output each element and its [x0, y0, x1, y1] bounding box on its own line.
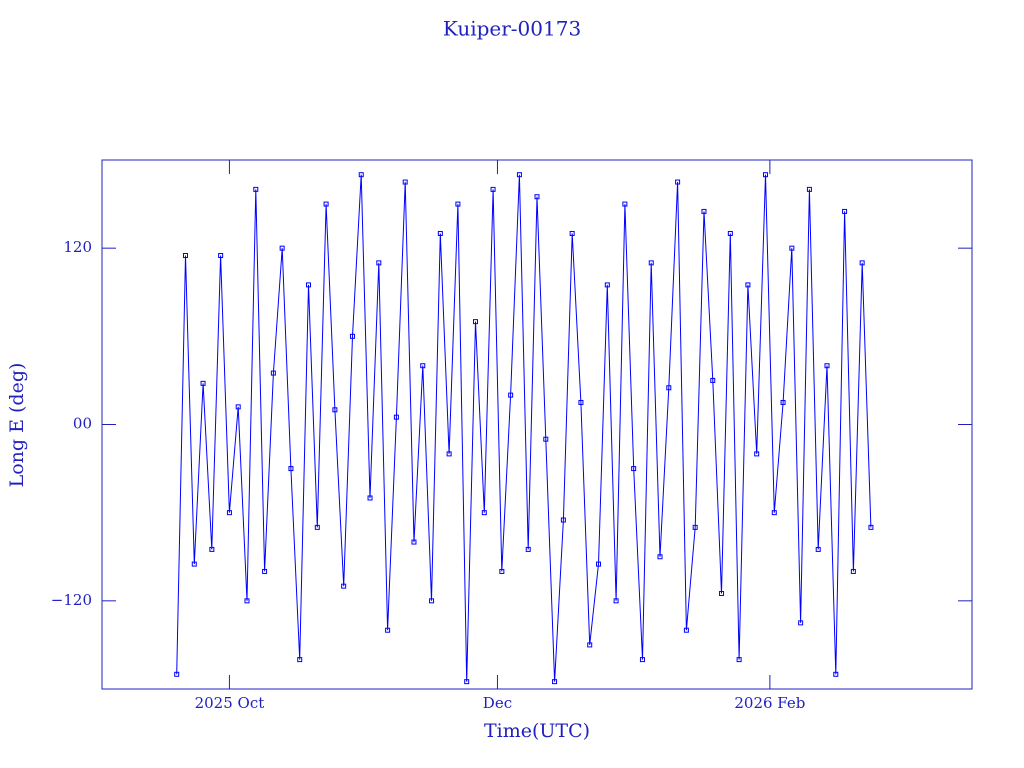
- data-point: [525, 546, 531, 552]
- data-point: [692, 524, 698, 530]
- data-point: [218, 253, 224, 259]
- data-point: [393, 414, 399, 420]
- data-point: [341, 583, 347, 589]
- data-point: [499, 568, 505, 574]
- data-point: [209, 546, 215, 552]
- data-point: [226, 510, 232, 516]
- data-point: [613, 598, 619, 604]
- y-tick-label: 00: [73, 415, 92, 433]
- data-point: [754, 451, 760, 457]
- data-point: [815, 546, 821, 552]
- data-point: [279, 245, 285, 251]
- y-tick-label: −120: [51, 591, 92, 609]
- data-point: [833, 671, 839, 677]
- data-point: [323, 201, 329, 207]
- series-line: [176, 174, 872, 682]
- data-point: [420, 363, 426, 369]
- data-point: [332, 407, 338, 413]
- data-point: [446, 451, 452, 457]
- data-point: [411, 539, 417, 545]
- y-axis-label: Long E (deg): [6, 363, 28, 488]
- data-point: [481, 510, 487, 516]
- data-point: [297, 657, 303, 663]
- data-point: [402, 179, 408, 185]
- data-point: [437, 230, 443, 236]
- data-point: [666, 385, 672, 391]
- x-tick-label: 2026 Feb: [734, 694, 805, 712]
- plot-frame: [101, 159, 973, 690]
- data-point: [745, 282, 751, 288]
- data-point: [288, 466, 294, 472]
- x-tick-label: 2025 Oct: [195, 694, 265, 712]
- data-point: [262, 568, 268, 574]
- data-point: [385, 627, 391, 633]
- data-point: [736, 657, 742, 663]
- data-point: [455, 201, 461, 207]
- data-point: [701, 208, 707, 214]
- data-point: [376, 260, 382, 266]
- data-point: [367, 495, 373, 501]
- data-point: [578, 399, 584, 405]
- x-tick-label: Dec: [483, 694, 512, 712]
- data-point: [719, 590, 725, 596]
- data-point: [806, 186, 812, 192]
- data-point: [648, 260, 654, 266]
- data-point: [358, 172, 364, 178]
- x-axis-label: Time(UTC): [484, 720, 590, 742]
- data-point: [552, 679, 558, 685]
- data-point: [859, 260, 865, 266]
- data-point: [850, 568, 856, 574]
- data-point: [306, 282, 312, 288]
- data-point: [675, 179, 681, 185]
- data-point: [534, 194, 540, 200]
- data-point: [200, 380, 206, 386]
- data-point: [182, 253, 188, 259]
- data-point: [631, 466, 637, 472]
- data-point: [429, 598, 435, 604]
- data-point: [516, 172, 522, 178]
- data-point: [683, 627, 689, 633]
- data-point: [490, 186, 496, 192]
- data-point: [604, 282, 610, 288]
- data-point: [508, 392, 514, 398]
- y-tick-label: 120: [63, 238, 92, 256]
- data-point: [727, 230, 733, 236]
- data-point: [253, 186, 259, 192]
- data-point: [191, 561, 197, 567]
- data-point: [780, 399, 786, 405]
- data-point: [560, 517, 566, 523]
- data-point: [270, 370, 276, 376]
- data-point: [639, 657, 645, 663]
- data-point: [596, 561, 602, 567]
- data-point: [657, 554, 663, 560]
- data-point: [710, 377, 716, 383]
- data-point: [842, 208, 848, 214]
- data-point: [472, 319, 478, 325]
- data-point: [464, 679, 470, 685]
- chart-title: Kuiper-00173: [443, 17, 581, 41]
- data-point: [543, 436, 549, 442]
- data-point: [569, 230, 575, 236]
- data-point: [798, 620, 804, 626]
- data-point: [349, 333, 355, 339]
- data-point: [244, 598, 250, 604]
- data-point: [771, 510, 777, 516]
- data-point: [314, 524, 320, 530]
- data-point: [174, 671, 180, 677]
- data-point: [789, 245, 795, 251]
- data-point: [868, 524, 874, 530]
- data-point: [622, 201, 628, 207]
- data-point: [824, 363, 830, 369]
- data-point: [762, 172, 768, 178]
- data-point: [235, 404, 241, 410]
- data-point: [587, 642, 593, 648]
